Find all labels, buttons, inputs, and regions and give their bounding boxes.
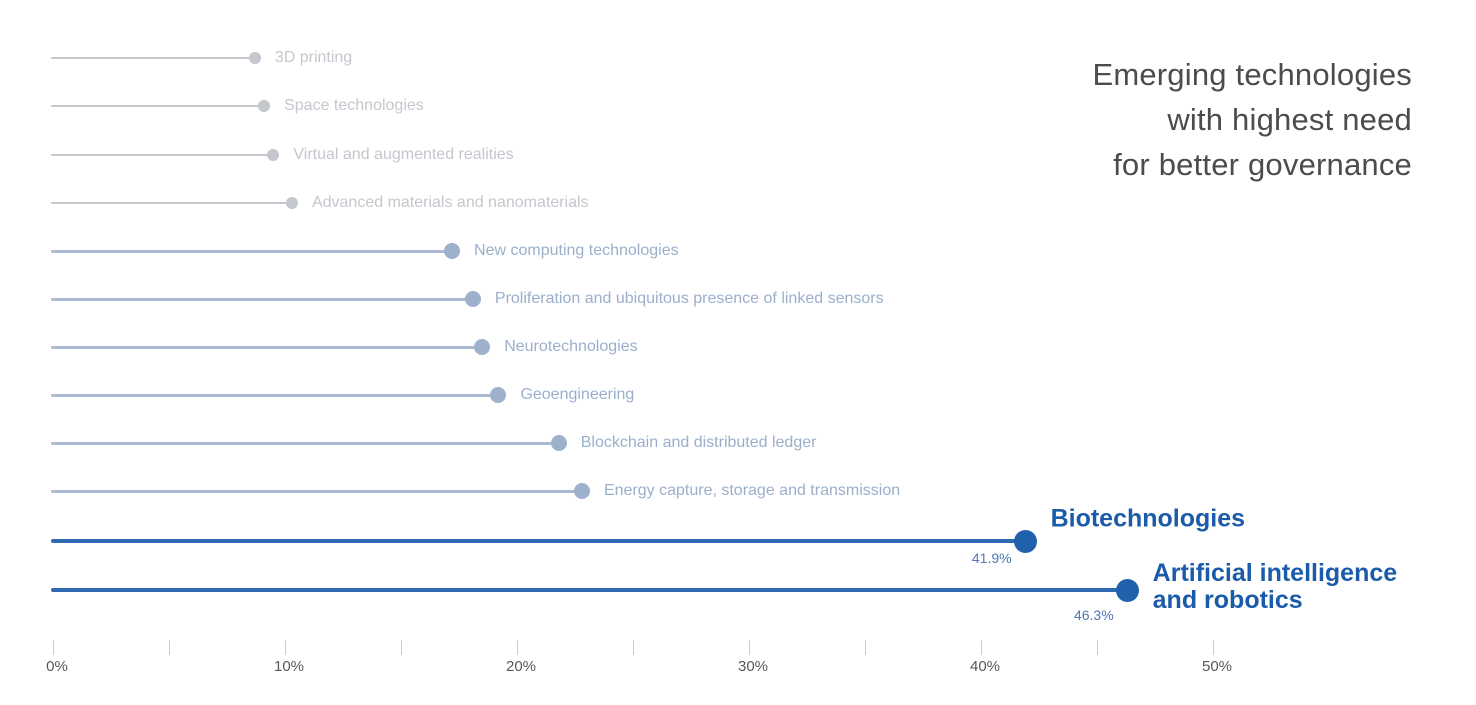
category-label: Artificial intelligence and robotics <box>1153 560 1398 614</box>
chart-title: Emerging technologies with highest need … <box>1092 52 1412 187</box>
lollipop-stem <box>51 441 559 445</box>
axis-tick-label: 30% <box>737 658 769 675</box>
data-point <box>285 197 298 209</box>
category-label: Neurotechnologies <box>504 338 638 355</box>
value-label: 41.9% <box>971 550 1012 566</box>
axis-tick <box>53 640 54 655</box>
axis-tick <box>1213 640 1214 655</box>
axis-tick <box>981 640 982 655</box>
axis-tick-label: 20% <box>505 658 537 675</box>
data-point <box>573 483 590 499</box>
data-point <box>1013 529 1037 553</box>
axis-tick-label: 0% <box>46 658 68 675</box>
lollipop-stem <box>51 249 453 253</box>
lollipop-stem <box>51 201 292 205</box>
lollipop-stem <box>51 345 483 349</box>
data-point <box>550 435 567 451</box>
axis-tick <box>517 640 518 655</box>
chart-title-line-1: Emerging technologies <box>1092 57 1412 92</box>
data-point <box>267 149 280 161</box>
axis-tick <box>749 640 750 655</box>
category-label: Biotechnologies <box>1050 504 1246 533</box>
lollipop-stem <box>51 56 255 60</box>
data-point <box>444 243 461 259</box>
chart-title-line-3: for better governance <box>1113 147 1412 182</box>
axis-tick <box>401 640 402 655</box>
lollipop-stem <box>51 489 582 493</box>
axis-tick-label: 50% <box>1201 658 1233 675</box>
data-point <box>464 291 481 307</box>
axis-tick <box>169 640 170 655</box>
value-label: 46.3% <box>1073 607 1114 623</box>
category-label-line: and robotics <box>1152 586 1303 614</box>
category-label: 3D printing <box>274 49 353 66</box>
category-label: Space technologies <box>284 97 424 114</box>
category-label: Energy capture, storage and transmission <box>603 482 901 499</box>
category-label: Geoengineering <box>520 386 635 403</box>
axis-tick-label: 10% <box>273 658 305 675</box>
lollipop-stem <box>51 588 1128 592</box>
data-point <box>248 52 261 64</box>
lollipop-stem <box>51 393 499 397</box>
category-label: Advanced materials and nanomaterials <box>311 194 589 211</box>
data-point <box>490 387 507 403</box>
category-label: Proliferation and ubiquitous presence of… <box>494 290 884 307</box>
lollipop-stem <box>51 297 473 301</box>
category-label: Blockchain and distributed ledger <box>580 434 817 451</box>
category-label: Virtual and augmented realities <box>293 146 514 163</box>
data-point <box>474 339 491 355</box>
lollipop-stem <box>51 539 1026 543</box>
lollipop-stem <box>51 153 274 157</box>
axis-tick <box>633 640 634 655</box>
axis-tick <box>865 640 866 655</box>
chart-title-line-2: with highest need <box>1167 102 1412 137</box>
data-point <box>258 100 271 112</box>
axis-tick <box>285 640 286 655</box>
category-label-line: Artificial intelligence <box>1152 559 1398 587</box>
axis-tick <box>1097 640 1098 655</box>
data-point <box>1115 578 1139 602</box>
axis-tick-label: 40% <box>969 658 1001 675</box>
lollipop-stem <box>51 104 265 108</box>
category-label: New computing technologies <box>474 242 679 259</box>
